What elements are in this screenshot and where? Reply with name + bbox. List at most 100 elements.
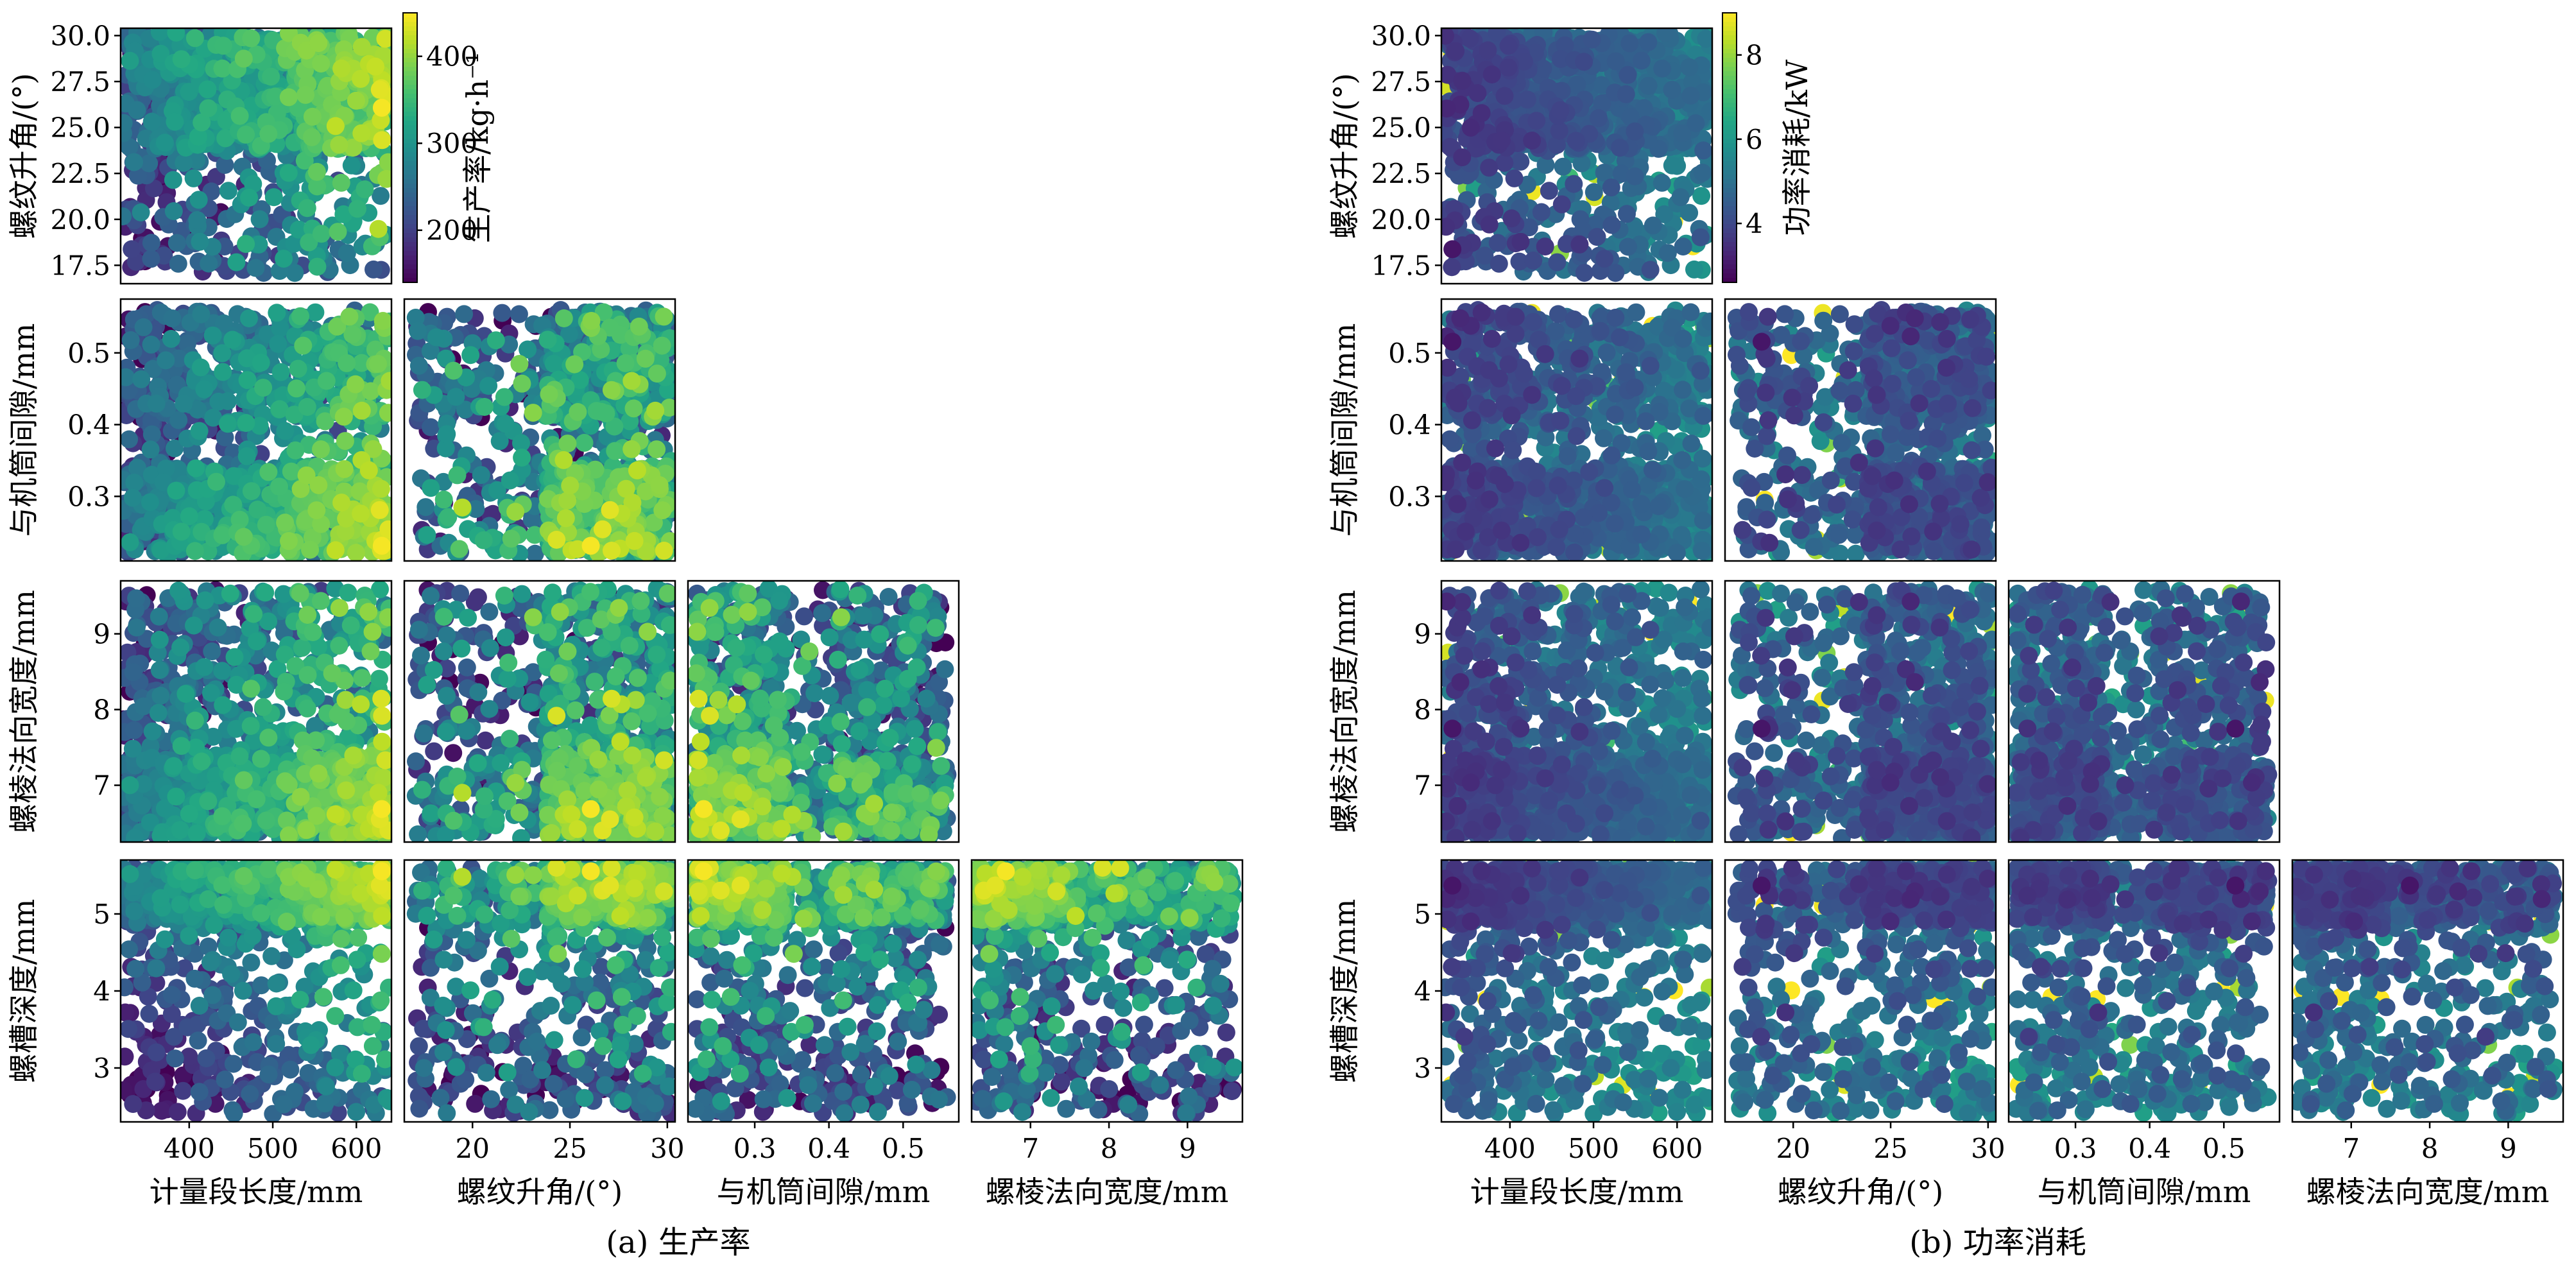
data-point bbox=[241, 717, 260, 736]
data-point bbox=[162, 330, 180, 348]
data-point bbox=[132, 203, 150, 221]
data-point bbox=[540, 385, 558, 404]
data-point bbox=[125, 474, 144, 492]
data-point bbox=[141, 440, 160, 459]
data-point bbox=[185, 29, 204, 47]
data-point bbox=[144, 179, 163, 198]
data-point bbox=[346, 375, 365, 393]
data-point bbox=[294, 336, 313, 355]
data-point bbox=[376, 751, 391, 770]
data-point bbox=[150, 661, 169, 679]
data-point bbox=[196, 591, 214, 610]
data-point bbox=[328, 317, 347, 336]
data-point bbox=[180, 805, 198, 823]
data-point bbox=[213, 807, 232, 825]
data-point bbox=[558, 435, 577, 453]
y-tick-label: 20.0 bbox=[50, 204, 110, 236]
data-point bbox=[166, 439, 184, 458]
data-point bbox=[312, 225, 331, 243]
data-point bbox=[275, 682, 293, 701]
data-point bbox=[309, 476, 328, 494]
data-point bbox=[369, 784, 388, 802]
data-point bbox=[636, 349, 655, 368]
data-point bbox=[286, 657, 305, 675]
data-point bbox=[359, 461, 378, 479]
data-point bbox=[379, 404, 391, 422]
data-point bbox=[140, 154, 159, 173]
data-point bbox=[128, 166, 147, 185]
data-point bbox=[373, 732, 391, 751]
data-point bbox=[163, 309, 182, 328]
data-point bbox=[224, 495, 243, 514]
data-point bbox=[191, 232, 209, 251]
data-point bbox=[342, 156, 361, 175]
data-point bbox=[623, 372, 641, 390]
data-point bbox=[575, 434, 594, 452]
data-point bbox=[192, 305, 210, 323]
data-point bbox=[381, 372, 391, 390]
data-point bbox=[373, 707, 391, 725]
data-point bbox=[248, 501, 267, 519]
data-point bbox=[132, 370, 151, 388]
data-point bbox=[637, 482, 655, 501]
data-point bbox=[472, 466, 490, 485]
data-point bbox=[637, 542, 655, 561]
data-point bbox=[298, 666, 317, 684]
data-point bbox=[157, 351, 175, 370]
y-tick-label: 8 bbox=[93, 694, 110, 726]
data-point bbox=[256, 583, 275, 602]
data-point bbox=[230, 747, 249, 766]
data-point bbox=[623, 494, 642, 512]
data-point bbox=[280, 826, 298, 842]
data-point bbox=[218, 415, 237, 433]
data-point bbox=[286, 441, 305, 460]
data-point bbox=[307, 807, 326, 825]
data-point bbox=[366, 57, 384, 76]
data-point bbox=[286, 264, 304, 282]
data-point bbox=[238, 371, 257, 390]
scatter-points bbox=[121, 581, 391, 842]
data-point bbox=[250, 210, 269, 228]
data-point bbox=[326, 541, 345, 560]
data-point bbox=[298, 606, 317, 624]
data-point bbox=[592, 402, 611, 421]
data-point bbox=[191, 358, 210, 377]
data-point bbox=[128, 458, 146, 477]
data-point bbox=[144, 359, 162, 378]
data-point bbox=[352, 38, 371, 56]
data-point bbox=[234, 49, 253, 68]
data-point bbox=[124, 663, 142, 682]
data-point bbox=[121, 533, 139, 551]
data-point bbox=[370, 501, 389, 519]
data-point bbox=[276, 422, 295, 440]
data-point bbox=[155, 133, 174, 152]
data-point bbox=[372, 187, 390, 205]
data-point bbox=[280, 532, 298, 550]
data-point bbox=[147, 394, 166, 413]
data-point bbox=[176, 685, 195, 703]
data-point bbox=[427, 328, 445, 347]
data-point bbox=[486, 331, 505, 350]
data-point bbox=[298, 199, 316, 218]
data-point bbox=[571, 371, 589, 390]
data-point bbox=[510, 355, 529, 373]
data-point bbox=[240, 189, 259, 207]
data-point bbox=[247, 632, 266, 651]
data-point bbox=[617, 479, 635, 498]
data-point bbox=[554, 451, 573, 469]
data-point bbox=[269, 334, 288, 353]
subplot-phi-vs-e bbox=[403, 580, 676, 843]
data-point bbox=[166, 112, 184, 131]
data-point bbox=[285, 234, 304, 253]
data-point bbox=[372, 689, 391, 708]
axes-frame bbox=[119, 27, 393, 285]
data-point bbox=[227, 676, 246, 694]
data-point bbox=[175, 394, 193, 413]
data-point bbox=[312, 515, 331, 533]
data-point bbox=[352, 124, 371, 142]
data-point bbox=[230, 107, 249, 125]
data-point bbox=[309, 764, 328, 783]
data-point bbox=[344, 746, 363, 765]
data-point bbox=[275, 645, 294, 664]
data-point bbox=[524, 404, 542, 422]
